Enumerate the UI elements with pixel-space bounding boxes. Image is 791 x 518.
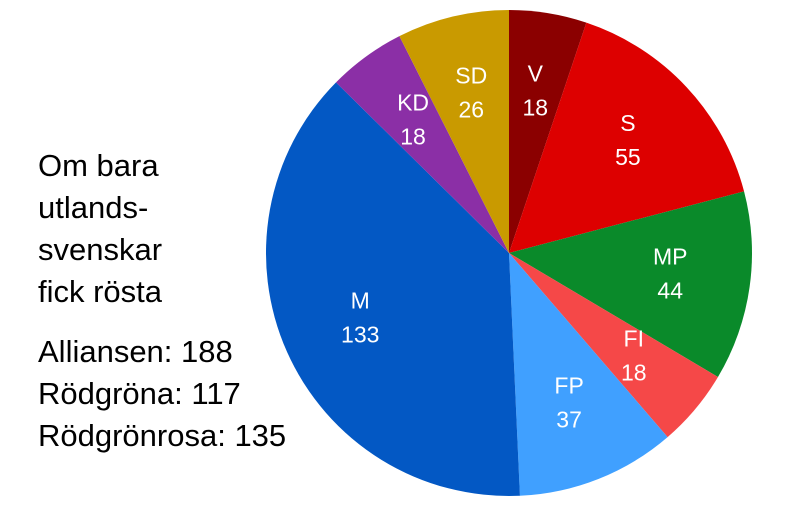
slice-name: M (351, 287, 370, 313)
slice-name: S (620, 110, 635, 136)
slice (509, 253, 718, 438)
slice-value: 55 (615, 144, 641, 170)
slice (509, 191, 753, 378)
slice (336, 36, 509, 253)
pie (266, 10, 753, 496)
slice (266, 82, 520, 496)
slice-value: 44 (657, 278, 683, 304)
title-line: Om bara (38, 148, 159, 183)
slice-value: 18 (522, 94, 548, 120)
slice-value: 26 (458, 97, 484, 123)
side-text: Om bara utlands-svenskar fick rösta Allians… (38, 148, 286, 453)
slice (399, 10, 509, 253)
slice-name: MP (653, 244, 688, 270)
slice-name: FI (624, 326, 644, 352)
slice-name: FP (554, 372, 583, 398)
slice-value: 18 (400, 124, 426, 150)
slice-name: SD (455, 63, 487, 89)
title-line: fick rösta (38, 274, 163, 309)
summary-line: Alliansen: 188 (38, 334, 233, 369)
title-line: svenskar (38, 232, 162, 267)
summary-line: Rödgröna: 117 (38, 376, 241, 411)
summary-line: Rödgrönrosa: 135 (38, 418, 286, 453)
slice (509, 22, 745, 253)
slice-name: V (528, 60, 544, 86)
slice-value: 133 (341, 321, 379, 347)
slice-value: 37 (556, 406, 582, 432)
slice-name: KD (397, 90, 429, 116)
slice-labels: V 18 S 55 MP 44 FI 18 FP 37 M 133 KD 18 SD 26 (341, 60, 687, 432)
slice-value: 18 (621, 360, 647, 386)
slice (509, 253, 668, 496)
slice (509, 10, 587, 253)
title-line: utlands- (38, 190, 148, 225)
